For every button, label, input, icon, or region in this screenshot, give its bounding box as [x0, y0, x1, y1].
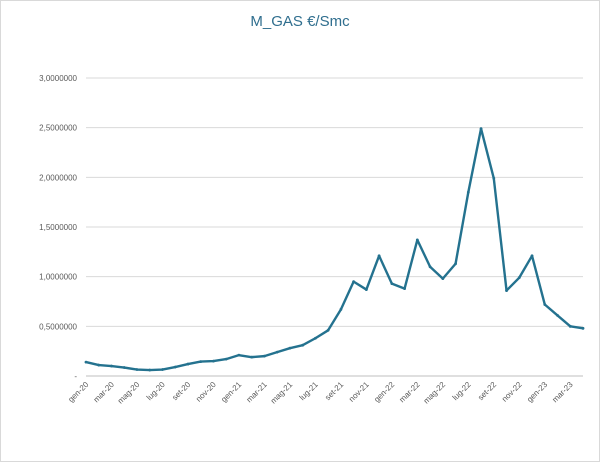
data-point: [84, 360, 88, 364]
data-point: [135, 368, 139, 371]
x-tick-label: mar-20: [92, 380, 117, 405]
x-tick-label: mag-20: [116, 380, 142, 406]
y-tick-label: 3,0000000: [39, 74, 77, 83]
x-tick-label: lug-22: [451, 380, 473, 402]
data-point: [377, 254, 381, 258]
y-tick-label: 1,0000000: [39, 273, 77, 282]
x-tick-label: set-20: [170, 380, 192, 402]
data-point: [364, 288, 368, 291]
data-point: [122, 366, 126, 369]
data-point: [479, 127, 483, 131]
data-point: [301, 343, 305, 347]
data-point: [466, 190, 470, 194]
data-point: [186, 362, 190, 366]
x-tick-label: mag-21: [269, 380, 295, 406]
data-point: [390, 282, 394, 286]
data-point: [568, 324, 572, 328]
data-point: [263, 354, 266, 358]
data-point: [110, 364, 113, 368]
data-point: [212, 359, 215, 363]
x-tick-label: nov-20: [194, 380, 218, 404]
data-point: [326, 328, 330, 332]
y-tick-label: -: [74, 372, 77, 381]
x-tick-label: mar-22: [397, 380, 422, 405]
data-point: [415, 238, 419, 242]
x-tick-label: gen-22: [372, 380, 396, 404]
data-point: [517, 276, 521, 280]
x-tick-label: nov-22: [500, 380, 524, 404]
x-tick-label: set-21: [323, 380, 345, 402]
chart-title: M_GAS €/Smc: [250, 13, 350, 30]
data-point: [581, 326, 585, 330]
data-point: [441, 277, 445, 281]
x-tick-label: gen-20: [66, 380, 90, 404]
y-tick-label: 2,0000000: [39, 173, 77, 182]
data-point: [505, 289, 508, 292]
data-point: [97, 363, 101, 367]
x-tick-label: mar-21: [245, 380, 270, 405]
data-point: [148, 368, 152, 372]
data-point: [161, 368, 164, 371]
data-point: [556, 314, 559, 317]
y-tick-label: 2,5000000: [39, 124, 77, 133]
data-point: [530, 254, 534, 258]
y-axis-ticks: - 0,5000000 1,0000000 1,5000000 2,0000000 2,5…: [39, 74, 77, 381]
data-point: [454, 262, 457, 266]
data-point: [237, 353, 241, 357]
x-tick-label: nov-21: [347, 380, 371, 404]
series-line: [84, 127, 585, 372]
y-tick-label: 1,5000000: [39, 223, 77, 232]
data-point: [543, 303, 547, 306]
x-tick-label: lug-21: [298, 380, 320, 402]
series-layer: [84, 127, 585, 372]
data-point: [288, 346, 292, 350]
data-point: [173, 365, 177, 369]
x-tick-label: mag-22: [422, 380, 448, 406]
data-point: [313, 336, 317, 340]
data-point: [403, 287, 406, 290]
x-tick-label: set-22: [476, 380, 498, 402]
data-point: [199, 360, 203, 363]
data-point: [352, 280, 356, 284]
x-tick-label: lug-20: [145, 380, 167, 402]
data-point: [250, 355, 254, 359]
data-point: [428, 265, 432, 269]
data-point: [492, 176, 496, 180]
x-axis-ticks: gen-20 mar-20 mag-20 lug-20 set-20 nov-20 gen-…: [66, 380, 575, 406]
data-point: [224, 357, 228, 361]
y-tick-label: 0,5000000: [39, 322, 77, 331]
x-tick-label: gen-23: [525, 380, 549, 404]
data-point: [275, 350, 279, 354]
x-tick-label: gen-21: [219, 380, 243, 404]
x-tick-label: mar-23: [550, 380, 575, 405]
data-point: [339, 308, 343, 311]
